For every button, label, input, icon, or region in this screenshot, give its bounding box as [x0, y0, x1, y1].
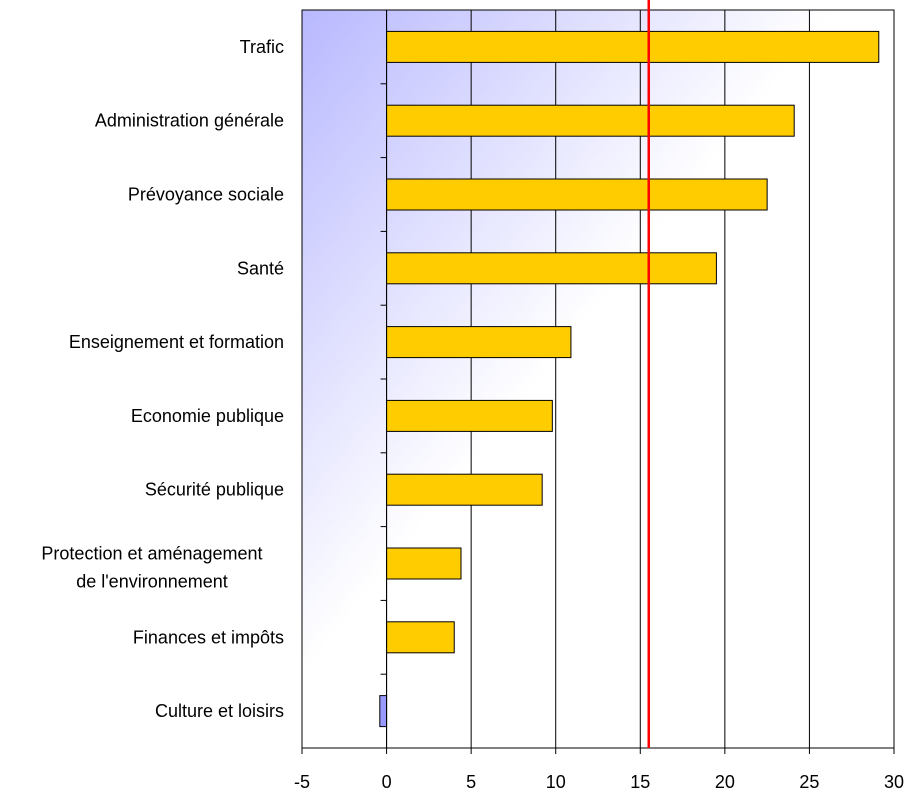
category-label: de l'environnement	[76, 572, 228, 592]
bars	[379, 30, 880, 728]
category-label: Prévoyance sociale	[128, 185, 284, 205]
category-label: Sécurité publique	[145, 480, 284, 500]
bar	[386, 547, 462, 580]
category-label: Economie publique	[131, 406, 284, 426]
category-label: Trafic	[240, 37, 284, 57]
y-axis	[380, 10, 388, 748]
category-labels: Trafic Administration générale Prévoyance …	[41, 37, 284, 721]
bar	[386, 104, 795, 137]
bar	[386, 178, 768, 211]
x-tick-label: 5	[466, 772, 476, 792]
x-tick-label: 0	[382, 772, 392, 792]
category-label: Santé	[237, 258, 284, 278]
bar	[386, 30, 880, 63]
category-label: Enseignement et formation	[69, 332, 284, 352]
x-tick-label: 10	[546, 772, 566, 792]
x-tick-label: 30	[884, 772, 904, 792]
category-label: Culture et loisirs	[155, 701, 284, 721]
x-tick-label: -5	[294, 772, 310, 792]
bar	[386, 399, 553, 432]
bar	[386, 473, 543, 506]
bar	[379, 695, 388, 728]
bar	[386, 252, 717, 285]
x-tick-label: 15	[630, 772, 650, 792]
x-tick-label: 20	[715, 772, 735, 792]
category-label: Administration générale	[95, 111, 284, 131]
bar	[386, 621, 455, 654]
category-label: Protection et aménagement	[41, 544, 262, 564]
bar	[386, 326, 572, 359]
category-label: Finances et impôts	[133, 627, 284, 647]
x-tick-label: 25	[799, 772, 819, 792]
x-axis: -5 0 5 10 15 20 25 30	[294, 748, 904, 792]
